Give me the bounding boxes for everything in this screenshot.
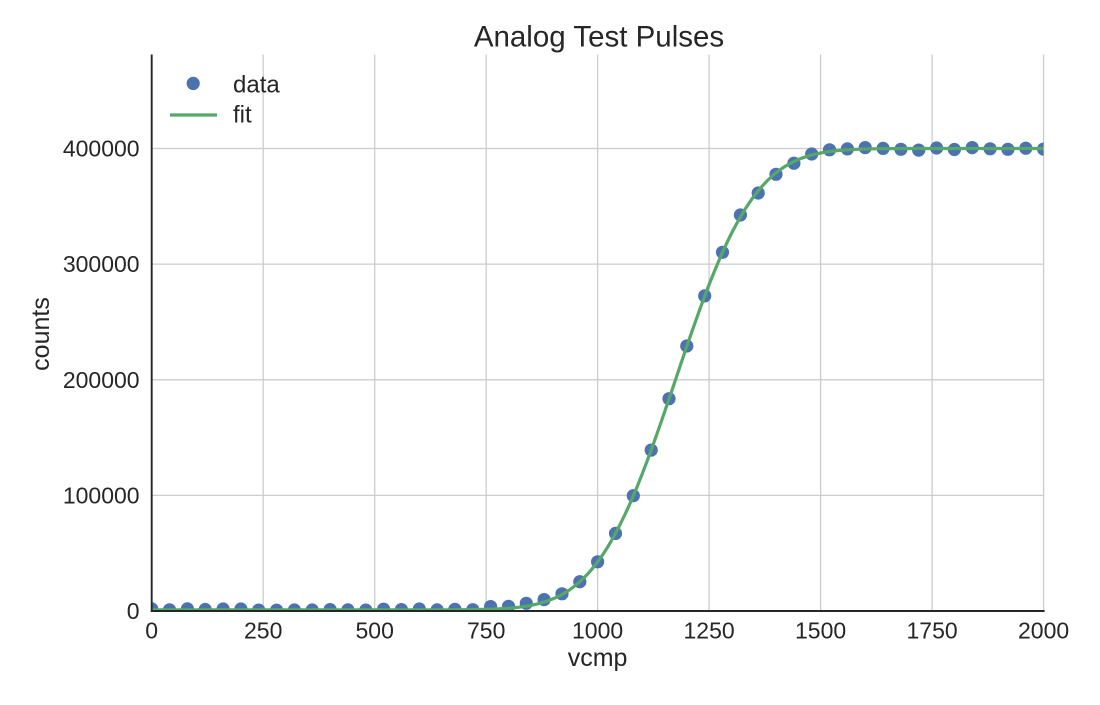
svg-text:300000: 300000 [63,251,140,277]
svg-text:vcmp: vcmp [568,644,628,672]
svg-text:data: data [233,71,280,98]
svg-text:400000: 400000 [63,136,140,162]
svg-text:1250: 1250 [684,618,735,644]
svg-text:100000: 100000 [63,482,140,508]
svg-text:750: 750 [467,618,505,644]
svg-text:500: 500 [356,618,394,644]
svg-text:1000: 1000 [572,618,623,644]
svg-text:fit: fit [233,102,252,129]
svg-text:counts: counts [27,297,55,371]
svg-text:1500: 1500 [795,618,846,644]
svg-text:0: 0 [145,618,158,644]
svg-text:1750: 1750 [907,618,958,644]
svg-text:250: 250 [244,618,282,644]
svg-text:0: 0 [127,598,140,624]
svg-text:200000: 200000 [63,367,140,393]
svg-text:2000: 2000 [1018,618,1069,644]
svg-text:Analog Test Pulses: Analog Test Pulses [474,21,724,54]
